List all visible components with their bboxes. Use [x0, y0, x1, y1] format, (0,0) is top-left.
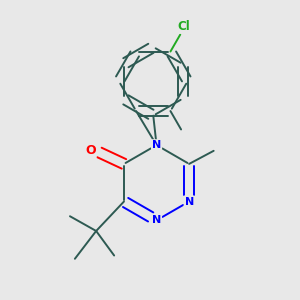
Text: N: N	[152, 215, 161, 225]
Text: Cl: Cl	[177, 20, 190, 33]
Text: N: N	[184, 196, 194, 206]
Text: N: N	[152, 140, 161, 150]
Text: O: O	[85, 144, 96, 157]
